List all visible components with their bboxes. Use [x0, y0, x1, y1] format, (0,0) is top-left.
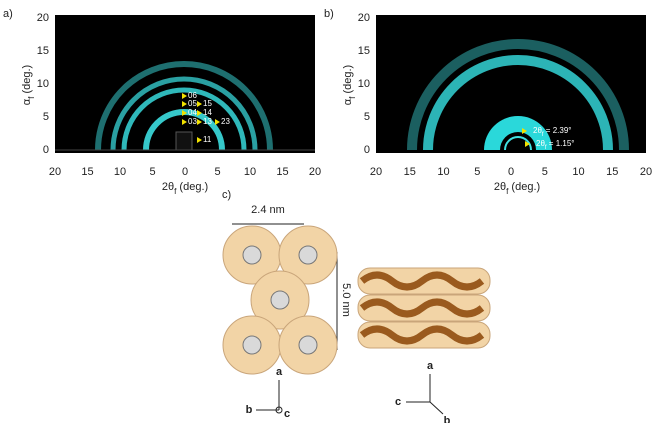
y-tick-label: 10 — [358, 78, 370, 90]
scale-label: 5.0 nm — [340, 283, 352, 317]
core — [299, 336, 317, 354]
axis-letter: a — [276, 366, 283, 378]
x-tick-label: 15 — [81, 166, 93, 178]
x-tick-label: 5 — [214, 166, 220, 178]
y-tick-label: 5 — [364, 111, 370, 123]
y-tick-label: 20 — [358, 12, 370, 24]
part: 2θ — [494, 181, 506, 193]
sub-label: 2θf (deg.) — [162, 181, 208, 196]
x-tick-label: 10 — [244, 166, 256, 178]
part: (deg.) — [342, 65, 354, 97]
axis-letter: a — [427, 360, 434, 372]
y-tick-label: 20 — [37, 12, 49, 24]
x-tick-label: 10 — [114, 166, 126, 178]
peak-label: 23 — [221, 117, 230, 126]
core — [243, 246, 261, 264]
part: = 1.15° — [547, 139, 575, 148]
y-tick-label: 15 — [37, 45, 49, 57]
panel-c-art — [223, 224, 490, 414]
panel-label: a) — [3, 8, 13, 20]
core — [243, 336, 261, 354]
axes-left — [256, 380, 282, 413]
part: (deg.) — [176, 181, 208, 193]
y-tick-label: 0 — [43, 144, 49, 156]
core — [299, 246, 317, 264]
axis-letter: c — [395, 396, 401, 408]
x-tick-label: 0 — [182, 166, 188, 178]
x-tick-label: 10 — [572, 166, 584, 178]
axis-letter: c — [284, 408, 290, 420]
axis-letter: b — [246, 404, 253, 416]
x-tick-label: 5 — [542, 166, 548, 178]
axes-right — [406, 374, 443, 414]
peak-label: 03 — [188, 117, 197, 126]
y-tick-label: 15 — [358, 45, 370, 57]
peak-label: 11 — [203, 135, 212, 144]
x-tick-label: 20 — [640, 166, 652, 178]
y-tick-label: 5 — [43, 111, 49, 123]
peak-label: 05 — [188, 99, 197, 108]
sub-label: 2θf (deg.) — [494, 181, 540, 196]
x-tick-label: 20 — [49, 166, 61, 178]
part: = 2.39° — [544, 126, 572, 135]
x-tick-label: 5 — [474, 166, 480, 178]
y-tick-label: 10 — [37, 78, 49, 90]
core — [271, 291, 289, 309]
figure: a)201510505101520201510502θf (deg.)αf (d… — [0, 0, 658, 423]
x-tick-label: 15 — [404, 166, 416, 178]
part: (deg.) — [508, 181, 540, 193]
sub-label: αf (deg.) — [342, 65, 357, 105]
x-tick-label: 0 — [508, 166, 514, 178]
x-tick-label: 15 — [276, 166, 288, 178]
peak-label: 13 — [203, 117, 212, 126]
y-tick-label: 0 — [364, 144, 370, 156]
part: 2θ — [162, 181, 174, 193]
panel-label: c) — [222, 189, 231, 201]
axis — [430, 402, 443, 414]
x-tick-label: 10 — [437, 166, 449, 178]
side-view — [358, 268, 490, 348]
x-tick-label: 15 — [606, 166, 618, 178]
peak-label: 14 — [203, 108, 212, 117]
peak-label: 15 — [203, 99, 212, 108]
axis-letter: b — [444, 415, 451, 423]
panel-label: b) — [324, 8, 334, 20]
sub-label: αf (deg.) — [21, 65, 36, 105]
part: (deg.) — [21, 65, 33, 97]
scale-label: 2.4 nm — [251, 204, 285, 216]
peak-label: 04 — [188, 108, 197, 117]
x-tick-label: 5 — [149, 166, 155, 178]
x-tick-label: 20 — [370, 166, 382, 178]
beamstop — [176, 132, 192, 150]
x-tick-label: 20 — [309, 166, 321, 178]
